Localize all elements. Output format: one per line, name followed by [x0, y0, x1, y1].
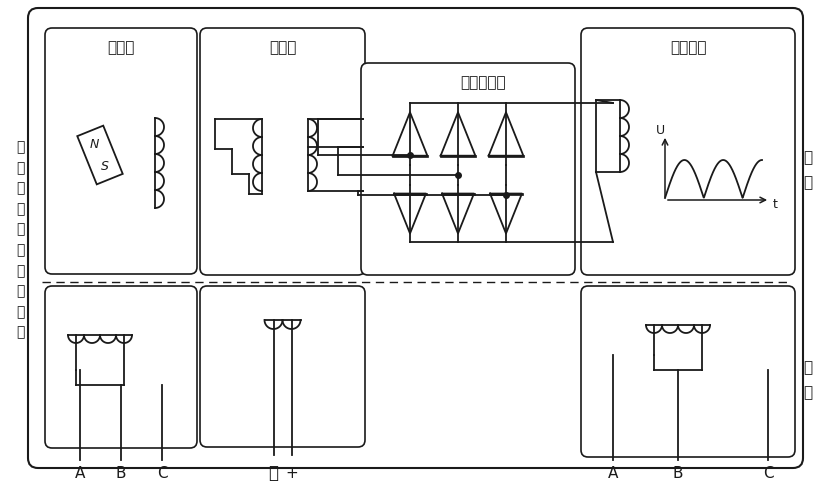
FancyBboxPatch shape	[45, 28, 197, 274]
Text: S: S	[101, 160, 109, 173]
Text: 旋转整流器: 旋转整流器	[460, 76, 506, 90]
Text: B: B	[673, 466, 683, 480]
Text: 转
子: 转 子	[804, 150, 813, 190]
Text: 永磁机: 永磁机	[107, 40, 135, 56]
Text: A: A	[608, 466, 618, 480]
FancyBboxPatch shape	[45, 286, 197, 448]
Text: C: C	[157, 466, 168, 480]
Text: +: +	[285, 466, 297, 480]
FancyBboxPatch shape	[361, 63, 575, 275]
Text: t: t	[773, 198, 778, 211]
Text: B: B	[116, 466, 127, 480]
Text: 三
级
电
励
磁
式
同
步
电
机: 三 级 电 励 磁 式 同 步 电 机	[16, 140, 24, 340]
Text: 主发电机: 主发电机	[670, 40, 706, 56]
Text: A: A	[75, 466, 85, 480]
Text: C: C	[763, 466, 773, 480]
Text: 定
子: 定 子	[804, 360, 813, 400]
Text: N: N	[90, 138, 99, 151]
FancyBboxPatch shape	[581, 286, 795, 457]
FancyBboxPatch shape	[28, 8, 803, 468]
Text: U: U	[655, 124, 665, 136]
Text: 励磁机: 励磁机	[269, 40, 296, 56]
FancyBboxPatch shape	[200, 28, 365, 275]
FancyBboxPatch shape	[581, 28, 795, 275]
Polygon shape	[77, 126, 122, 184]
Text: －: －	[268, 464, 278, 482]
FancyBboxPatch shape	[200, 286, 365, 447]
